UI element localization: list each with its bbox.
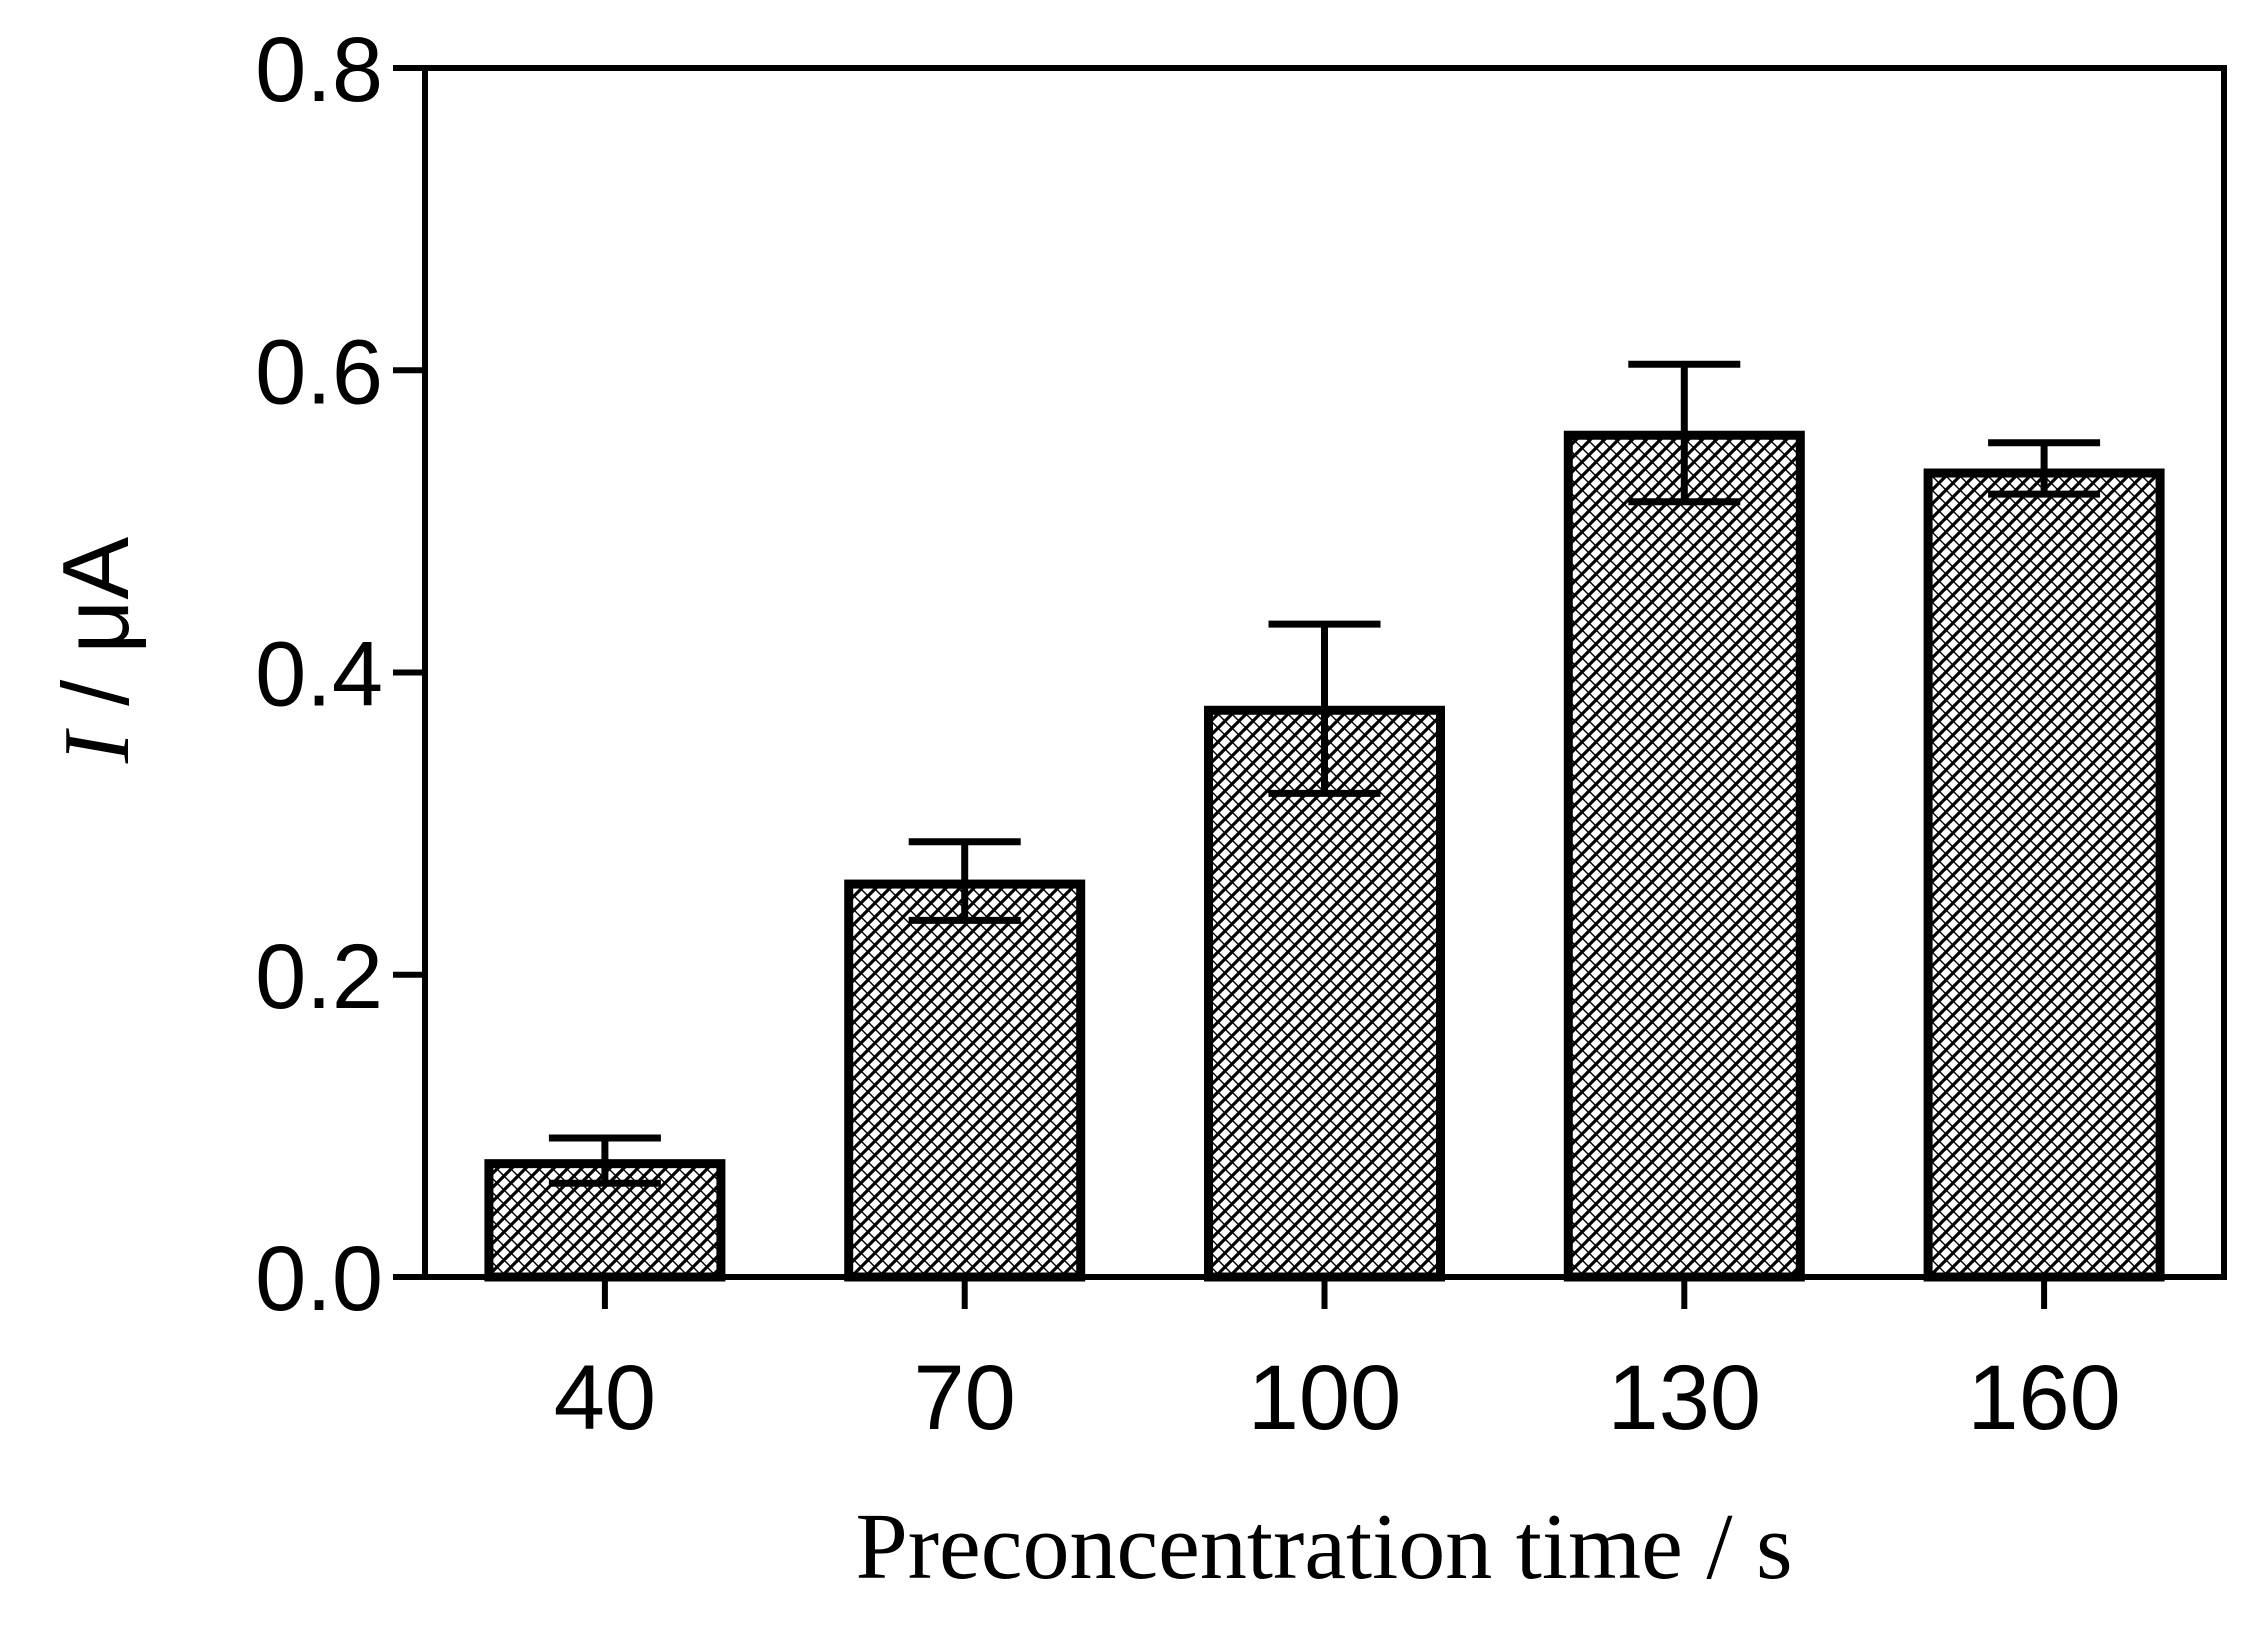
bar-130	[1563, 430, 1805, 1282]
x-axis-ticks: 40 70 100 130 160	[554, 1277, 2121, 1449]
y-axis-title: I / μA	[43, 536, 149, 764]
y-tick-label: 0.6	[255, 321, 383, 423]
bar-160	[1923, 468, 2165, 1282]
y-tick-label: 0.4	[255, 624, 383, 726]
bars-layer	[484, 430, 2165, 1282]
y-tick-label: 0.2	[255, 926, 383, 1028]
y-axis-unit: / μA	[43, 536, 148, 732]
x-axis-title: Preconcentration time / s	[855, 1495, 1792, 1599]
x-tick-label: 130	[1608, 1347, 1762, 1449]
y-axis-ticks: 0.0 0.2 0.4 0.6 0.8	[255, 19, 425, 1330]
y-tick-label: 0.8	[255, 19, 383, 121]
bar-100	[1204, 705, 1445, 1282]
y-tick-label: 0.0	[255, 1228, 383, 1330]
x-tick-label: 160	[1967, 1347, 2121, 1449]
error-bars-layer	[548, 360, 2101, 1187]
bar-70	[844, 879, 1086, 1282]
x-tick-label: 40	[554, 1347, 656, 1449]
y-axis-symbol: I	[45, 728, 149, 764]
x-tick-label: 70	[914, 1347, 1016, 1449]
x-tick-label: 100	[1248, 1347, 1402, 1449]
